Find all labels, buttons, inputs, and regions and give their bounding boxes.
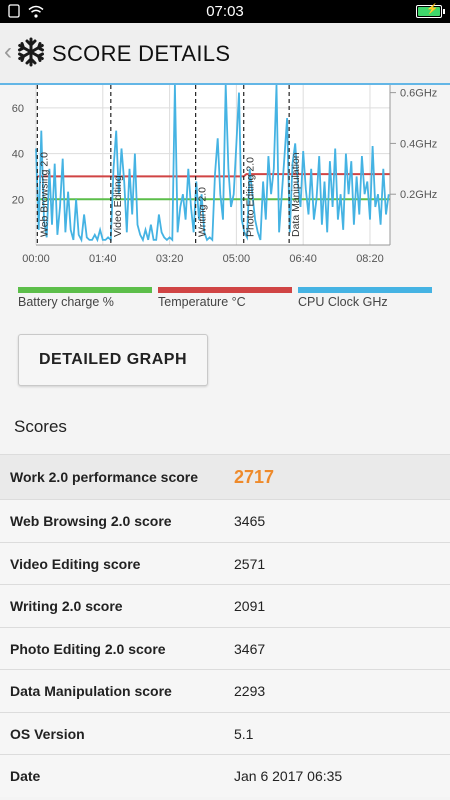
x-tick-label: 03:20 <box>156 253 184 265</box>
status-time: 07:03 <box>206 3 244 20</box>
score-row-data-manipulation: Data Manipulation score 2293 <box>0 669 450 712</box>
charging-battery-icon: ⚡ <box>416 4 445 18</box>
score-label: OS Version <box>10 725 85 742</box>
score-row-web-browsing: Web Browsing 2.0 score 3465 <box>0 499 450 542</box>
score-label: Photo Editing 2.0 score <box>10 640 166 657</box>
y-left-tick-label: 40 <box>12 149 24 161</box>
app-bar: ‹ SCORE DETAILS <box>0 23 450 85</box>
chevron-left-icon[interactable]: ‹ <box>4 38 12 65</box>
score-label: Video Editing score <box>10 555 141 572</box>
score-value: 3467 <box>234 640 266 657</box>
legend-item-battery: Battery charge % <box>18 287 152 309</box>
score-value: Jan 6 2017 06:35 <box>234 768 343 784</box>
x-tick-label: 05:00 <box>223 253 251 265</box>
score-value: 2091 <box>234 598 266 614</box>
y-right-tick-label: 0.2GHz <box>400 189 437 201</box>
score-label: Data Manipulation score <box>10 683 172 699</box>
score-value: 5.1 <box>234 725 254 742</box>
chart-legend: Battery charge % Temperature °C CPU Cloc… <box>18 287 432 309</box>
performance-chart-svg: 00:00 01:40 03:20 05:00 06:40 08:20 20 40 60 0.2G… <box>12 84 437 265</box>
score-row-os-version: OS Version 5.1 <box>0 711 450 754</box>
score-label: Work 2.0 performance score <box>10 469 199 485</box>
y-left-tick-label: 60 <box>12 103 24 115</box>
score-row-photo-editing: Photo Editing 2.0 score 3467 <box>0 626 450 669</box>
wifi-icon <box>28 5 44 18</box>
score-row-overall: Work 2.0 performance score 2717 <box>0 454 450 499</box>
workload-marker-label: Writing 2.0 <box>197 187 209 237</box>
score-value: 2571 <box>234 555 266 572</box>
scores-heading: Scores <box>14 417 67 436</box>
score-value: 3465 <box>234 513 266 529</box>
legend-label: CPU Clock GHz <box>298 295 388 309</box>
score-row-date: Date Jan 6 2017 06:35 <box>0 754 450 797</box>
score-label: Date <box>10 768 41 784</box>
score-value: 2293 <box>234 683 266 699</box>
sim-signal-icon <box>8 4 20 18</box>
score-row-video-editing: Video Editing score 2571 <box>0 541 450 584</box>
legend-swatch <box>298 287 432 293</box>
x-tick-label: 06:40 <box>289 253 317 265</box>
workload-marker-label: Video Editing <box>112 175 124 237</box>
legend-item-temperature: Temperature °C <box>158 287 292 309</box>
legend-label: Temperature °C <box>158 295 246 309</box>
legend-swatch <box>18 287 152 293</box>
score-table: Work 2.0 performance score 2717 Web Brow… <box>0 454 450 797</box>
status-icons <box>8 4 44 18</box>
legend-label: Battery charge % <box>18 295 114 309</box>
x-tick-label: 00:00 <box>22 253 50 265</box>
page-title: SCORE DETAILS <box>52 41 231 66</box>
legend-swatch <box>158 287 292 293</box>
y-right-tick-label: 0.4GHz <box>400 138 437 150</box>
y-left-tick-label: 20 <box>12 194 24 206</box>
workload-marker-label: Data Manipulation <box>290 152 302 237</box>
performance-chart[interactable]: 00:00 01:40 03:20 05:00 06:40 08:20 20 40 60 0.2G… <box>0 84 450 310</box>
y-right-tick-label: 0.6GHz <box>400 88 437 100</box>
series-line-cpu-clock-ghz <box>35 84 390 243</box>
x-tick-label: 08:20 <box>356 253 384 265</box>
workload-marker-label: Photo Editing 2.0 <box>245 157 257 237</box>
snowflake-icon <box>18 37 44 67</box>
x-tick-label: 01:40 <box>89 253 117 265</box>
score-value: 2717 <box>234 467 275 487</box>
workload-marker-label: Web Browsing 2.0 <box>38 152 50 237</box>
status-bar: 07:03 ⚡ <box>0 0 450 23</box>
score-label: Web Browsing 2.0 score <box>10 513 172 529</box>
score-label: Writing 2.0 score <box>10 598 123 614</box>
detailed-graph-button[interactable]: DETAILED GRAPH <box>18 334 208 386</box>
score-row-writing: Writing 2.0 score 2091 <box>0 584 450 627</box>
legend-item-cpu-clock: CPU Clock GHz <box>298 287 432 309</box>
